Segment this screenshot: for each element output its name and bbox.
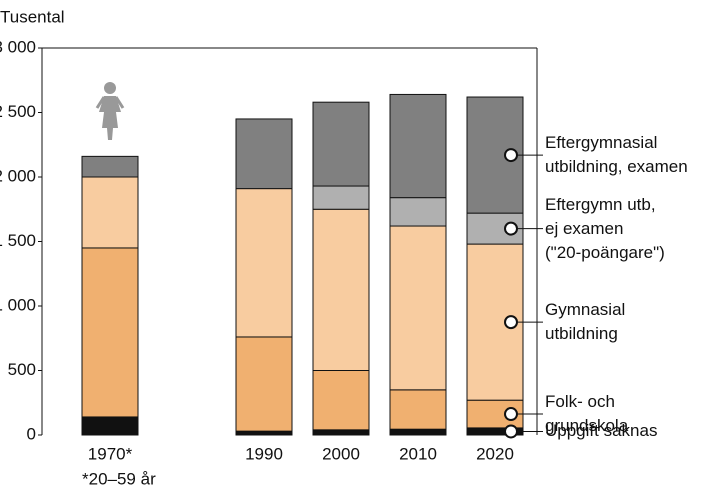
- legend-marker: [504, 315, 518, 330]
- y-tick-label: 1 000: [0, 295, 36, 314]
- y-tick-label: 500: [8, 360, 36, 379]
- bar-segment: [389, 389, 447, 430]
- x-tick-label: 2010: [399, 444, 437, 463]
- bar-segment: [389, 428, 447, 436]
- y-tick-label: 2 500: [0, 102, 36, 121]
- x-tick-label: 1970*: [88, 444, 133, 463]
- x-tick-label: 2000: [322, 444, 360, 463]
- bar-segment: [312, 208, 370, 371]
- legend-marker: [504, 148, 518, 163]
- legend-label: Eftergymnasial utbildning, examen: [545, 133, 688, 177]
- bar-segment: [389, 197, 447, 227]
- bar-segment: [466, 243, 524, 401]
- bar-segment: [235, 188, 293, 338]
- bar-segment: [389, 93, 447, 199]
- bar-segment: [81, 416, 139, 436]
- y-tick-label: 0: [27, 424, 36, 443]
- bar-segment: [81, 247, 139, 418]
- legend-marker: [504, 407, 518, 422]
- bar-segment: [312, 185, 370, 210]
- bar-segment: [312, 429, 370, 436]
- legend-label: Gymnasial utbildning: [545, 300, 626, 344]
- bar-segment: [81, 155, 139, 178]
- person-icon: [95, 82, 125, 140]
- footnote: *20–59 år: [82, 469, 156, 488]
- x-tick-label: 2020: [476, 444, 514, 463]
- legend-label: Folk- och grundskola: [545, 392, 629, 436]
- legend-marker: [504, 221, 518, 236]
- y-axis-label: Tusental: [0, 7, 65, 26]
- bar-segment: [235, 430, 293, 436]
- legend-label: Eftergymn utb, ej examen ("20-poängare"): [545, 194, 665, 262]
- bar-segment: [235, 336, 293, 432]
- legend-marker: [504, 424, 518, 439]
- bar-segment: [312, 370, 370, 431]
- y-tick-label: 3 000: [0, 37, 36, 56]
- bar-segment: [235, 118, 293, 190]
- y-tick-label: 1 500: [0, 231, 36, 250]
- bar-segment: [81, 176, 139, 249]
- y-tick-label: 2 000: [0, 166, 36, 185]
- bar-segment: [389, 225, 447, 391]
- bar-segment: [312, 101, 370, 187]
- legend-label: Uppgift saknas: [545, 421, 658, 441]
- x-tick-label: 1990: [245, 444, 283, 463]
